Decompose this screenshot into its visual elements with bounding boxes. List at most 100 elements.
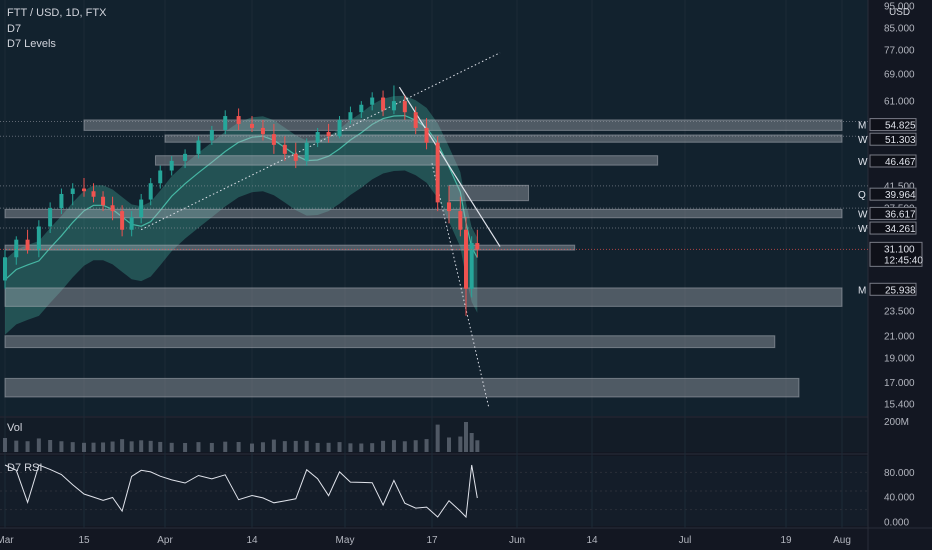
volume-bar <box>196 442 201 452</box>
candle-body <box>101 196 106 206</box>
volume-bar <box>183 443 188 452</box>
candle-body <box>469 243 474 289</box>
volume-pane-label[interactable]: Vol <box>7 422 23 434</box>
candle-body <box>260 127 265 135</box>
time-tick-label: Jul <box>679 535 692 546</box>
volume-bar <box>48 440 53 452</box>
candle-body <box>82 188 86 192</box>
level-zone <box>164 134 843 143</box>
candle-body <box>464 229 468 289</box>
price-label-tag: W <box>858 135 868 146</box>
volume-bar <box>424 439 429 452</box>
price-label-box <box>869 282 917 296</box>
time-tick-label: May <box>336 535 355 546</box>
price-label-tag: W <box>858 209 868 220</box>
indicator-label-d7-levels[interactable]: D7 Levels <box>7 38 56 50</box>
time-tick-label: 14 <box>246 535 258 546</box>
volume-bar <box>475 440 480 452</box>
price-label: 46.467 <box>885 157 916 168</box>
price-tick-label: 19.000 <box>884 353 915 364</box>
volume-bar <box>315 442 320 452</box>
candle-body <box>435 142 440 203</box>
candle-body <box>391 101 396 111</box>
level-zone <box>4 244 576 251</box>
volume-bar <box>271 439 276 452</box>
volume-bar <box>413 440 418 452</box>
volume-bar <box>25 441 30 452</box>
candle-body <box>424 127 429 143</box>
chart-title: FTT / USD, 1D, FTX <box>7 7 107 19</box>
level-zone <box>448 184 530 202</box>
candle-body <box>148 183 153 200</box>
candle-body <box>120 211 125 230</box>
price-axis-bg <box>868 0 932 550</box>
trendline <box>140 52 501 231</box>
candle-body <box>36 226 41 251</box>
price-tick-label: 41.500 <box>884 181 915 192</box>
candle-body <box>402 101 407 113</box>
candle-body <box>14 239 19 258</box>
candle-body <box>169 160 174 171</box>
currency-label: USD <box>889 7 910 18</box>
volume-bar <box>120 439 125 452</box>
volume-bar <box>359 443 364 452</box>
candle-body <box>209 129 214 141</box>
rsi-pane-label[interactable]: D7 RSI <box>7 462 43 474</box>
candle-body <box>25 239 30 251</box>
price-label: 34.261 <box>885 224 916 235</box>
volume-bar <box>101 442 106 452</box>
price-label-box <box>869 206 917 220</box>
candle-body <box>91 191 96 197</box>
price-tick-label: 95.000 <box>884 2 915 13</box>
volume-bar <box>139 440 144 452</box>
volume-bar <box>304 440 309 452</box>
volume-bar <box>14 440 19 452</box>
level-zone <box>4 208 843 219</box>
price-label-tag: W <box>858 157 868 168</box>
candle-body <box>293 153 298 161</box>
price-label: 51.303 <box>885 135 916 146</box>
price-tick-label: 77.000 <box>884 45 915 56</box>
level-zone <box>4 335 776 349</box>
price-tick-label: 85.000 <box>884 24 915 35</box>
volume-bar <box>148 440 153 452</box>
candle-body <box>315 132 320 143</box>
price-tick-label: 69.000 <box>884 70 915 81</box>
level-zone <box>4 287 843 307</box>
volume-bar <box>435 424 440 452</box>
price-label: 36.617 <box>885 209 916 220</box>
candle-body <box>3 257 7 281</box>
volume-bar <box>326 442 331 452</box>
volume-bar <box>223 441 228 452</box>
price-label-box <box>869 118 917 132</box>
candle-body <box>381 97 386 111</box>
rsi-tick-label: 80.000 <box>884 468 915 479</box>
candle-body <box>250 123 254 128</box>
price-tick-label: 23.500 <box>884 307 915 318</box>
volume-bar <box>391 440 396 452</box>
rsi-tick-label: 40.000 <box>884 493 915 504</box>
time-tick-label: Mar <box>0 535 14 546</box>
volume-bar <box>158 441 163 452</box>
volume-bar <box>169 442 174 452</box>
price-label-box <box>869 187 917 201</box>
volume-bar <box>59 441 64 452</box>
volume-bar <box>370 443 375 452</box>
price-label: 25.938 <box>885 285 916 296</box>
indicator-label-d7[interactable]: D7 <box>7 23 22 35</box>
last-price-box <box>869 241 923 267</box>
time-tick-label: 14 <box>586 535 598 546</box>
price-label-tag: Q <box>858 190 866 201</box>
candle-body <box>326 132 331 137</box>
candle-body <box>370 97 375 105</box>
price-label: 39.964 <box>885 190 916 201</box>
price-label-tag: W <box>858 224 868 235</box>
price-tick-label: 17.000 <box>884 378 915 389</box>
volume-bar <box>250 443 254 452</box>
candle-body <box>304 142 309 161</box>
time-tick-label: 19 <box>780 535 792 546</box>
volume-bar <box>110 441 115 452</box>
price-label: 54.825 <box>885 121 916 132</box>
